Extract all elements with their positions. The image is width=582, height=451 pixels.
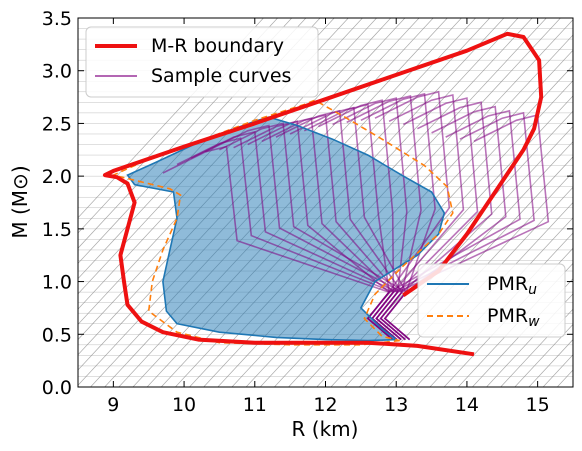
background-line bbox=[443, 247, 573, 387]
boundary-line bbox=[102, 31, 544, 357]
background-line bbox=[387, 186, 573, 387]
sample-curve bbox=[383, 105, 507, 341]
x-tick-label: 13 bbox=[384, 394, 408, 416]
background-line bbox=[401, 201, 573, 387]
y-tick-label: 0.0 bbox=[42, 377, 72, 399]
x-tick-label: 14 bbox=[455, 394, 479, 416]
sample-curve bbox=[375, 113, 550, 341]
y-tick-label: 2.0 bbox=[42, 166, 72, 188]
x-tick-label: 12 bbox=[313, 394, 337, 416]
legend-label-pmr-w: PMRw bbox=[487, 305, 540, 330]
x-tick-label: 15 bbox=[526, 394, 550, 416]
x-tick-label: 9 bbox=[107, 394, 119, 416]
legend-lower-right: PMRu PMRw bbox=[417, 263, 566, 338]
legend-label-pmr-u: PMRu bbox=[487, 273, 537, 298]
y-tick-label: 2.5 bbox=[42, 113, 72, 135]
legend-box bbox=[85, 26, 319, 98]
y-tick-label: 0.5 bbox=[42, 324, 72, 346]
background-line bbox=[429, 232, 573, 387]
series-lines bbox=[102, 31, 544, 357]
axis-ticks: 9 10 11 12 13 14 15 0.0 0.5 1.0 1.5 2.0 2.5 3.0 3.5 bbox=[42, 8, 573, 416]
x-tick-label: 10 bbox=[172, 394, 196, 416]
sample-curve bbox=[366, 109, 521, 341]
x-axis-label: R (km) bbox=[292, 417, 359, 441]
legend-box bbox=[417, 263, 566, 338]
y-tick-label: 1.0 bbox=[42, 272, 72, 294]
legend-label-boundary: M-R boundary bbox=[151, 35, 284, 57]
background-line bbox=[457, 262, 573, 387]
background-line bbox=[486, 293, 573, 387]
background-line bbox=[372, 171, 573, 387]
y-tick-label: 3.5 bbox=[42, 8, 72, 30]
legend-label-samples: Sample curves bbox=[151, 65, 291, 87]
background-line bbox=[514, 323, 573, 387]
y-tick-label: 1.5 bbox=[42, 219, 72, 241]
x-tick-label: 11 bbox=[243, 394, 267, 416]
background-line bbox=[471, 278, 573, 387]
sample-curve bbox=[379, 101, 493, 341]
y-axis-label: M (M⊙) bbox=[8, 165, 32, 238]
legend-upper-left: M-R boundary Sample curves bbox=[85, 26, 319, 98]
background-line bbox=[415, 217, 573, 387]
y-tick-label: 3.0 bbox=[42, 61, 72, 83]
background-line bbox=[500, 308, 573, 387]
background-line bbox=[358, 156, 573, 387]
